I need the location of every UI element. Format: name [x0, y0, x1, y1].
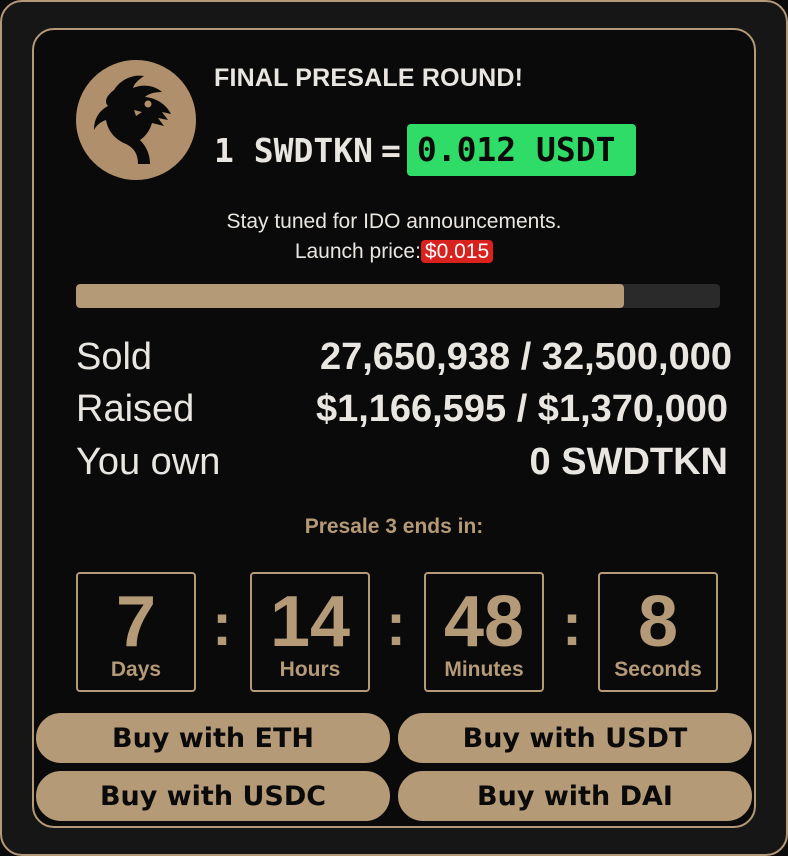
days-value: 7 [115, 582, 157, 662]
raised-label: Raised [76, 388, 195, 430]
rate-price-badge: 0.012 USDT [406, 124, 636, 176]
hours-label: Hours [279, 658, 341, 681]
launch-price-label: Launch price: [294, 240, 421, 263]
countdown-minutes: 48 Minutes [424, 572, 544, 692]
countdown-separator: : [212, 591, 232, 658]
countdown-seconds: 8 Seconds [598, 572, 718, 692]
rate-equals: = [380, 130, 401, 170]
presale-progress-bar [76, 284, 720, 308]
buy-with-eth-button[interactable]: Buy with ETH [34, 711, 392, 765]
minutes-value: 48 [443, 582, 525, 662]
you-own-label: You own [76, 441, 221, 483]
rate-token: 1 SWDTKN [214, 130, 373, 170]
launch-price-badge: $0.015 [420, 240, 494, 263]
minutes-label: Minutes [444, 658, 524, 681]
countdown-hours: 14 Hours [250, 572, 370, 692]
progress-fill [76, 284, 624, 308]
you-own-value: 0 SWDTKN [529, 441, 728, 483]
seconds-value: 8 [637, 582, 679, 662]
dragon-logo-icon [76, 60, 196, 180]
sold-label: Sold [76, 336, 153, 378]
buy-with-usdt-button[interactable]: Buy with USDT [396, 711, 754, 765]
headline: FINAL PRESALE ROUND! [214, 64, 524, 92]
launch-price-line: Launch price: $0.015 [60, 240, 728, 264]
sold-value: 27,650,938 / 32,500,000 [319, 336, 732, 378]
exchange-rate: 1 SWDTKN = 0.012 USDT [214, 124, 636, 176]
countdown-days: 7 Days [76, 572, 196, 692]
buy-with-usdc-button[interactable]: Buy with USDC [34, 769, 392, 823]
ido-notice: Stay tuned for IDO announcements. [226, 210, 562, 233]
seconds-label: Seconds [614, 658, 702, 681]
countdown-title: Presale 3 ends in: [304, 515, 484, 538]
countdown-separator: : [562, 591, 582, 658]
hours-value: 14 [269, 582, 351, 662]
countdown-separator: : [386, 591, 406, 658]
days-label: Days [110, 658, 162, 681]
buy-with-dai-button[interactable]: Buy with DAI [396, 769, 754, 823]
raised-value: $1,166,595 / $1,370,000 [315, 388, 728, 430]
